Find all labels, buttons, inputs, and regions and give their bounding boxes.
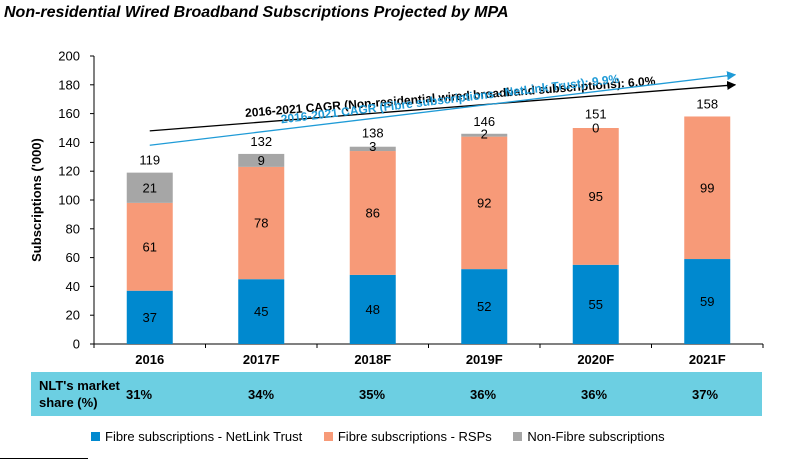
y-tick-label: 40 xyxy=(66,279,80,294)
x-tick-label: 2020F xyxy=(577,352,614,367)
bar-segment xyxy=(349,146,396,152)
cagr-arrow xyxy=(149,80,737,132)
segment-label: 9 xyxy=(258,153,265,168)
total-label: 158 xyxy=(696,96,718,111)
y-tick-label: 0 xyxy=(73,337,80,352)
bar-segment xyxy=(238,279,285,344)
segment-label: 3 xyxy=(369,139,376,154)
y-tick-label: 180 xyxy=(58,77,80,92)
x-tick-label: 2017F xyxy=(243,352,280,367)
y-tick-label: 60 xyxy=(66,250,80,265)
total-label: 119 xyxy=(139,153,160,168)
legend-label: Fibre subscriptions - NetLink Trust xyxy=(105,429,303,444)
legend-item: Fibre subscriptions - NetLink Trust xyxy=(91,429,302,444)
y-tick-label: 100 xyxy=(58,193,80,208)
segment-label: 95 xyxy=(589,189,603,204)
bar-segment xyxy=(238,166,285,280)
bar-segment xyxy=(684,116,731,260)
segment-label: 99 xyxy=(700,180,714,195)
segment-label: 52 xyxy=(477,299,491,314)
bar-segment xyxy=(461,133,508,137)
bar-segment xyxy=(684,259,731,344)
total-label: 138 xyxy=(362,125,384,140)
legend: Fibre subscriptions - NetLink Trust Fibr… xyxy=(91,429,683,444)
segment-label: 55 xyxy=(589,297,603,312)
y-tick-label: 160 xyxy=(58,106,80,121)
segment-label: 48 xyxy=(366,302,380,317)
total-label: 146 xyxy=(473,114,495,129)
market-share-label: NLT's market share (%) xyxy=(39,378,120,410)
bar-segment xyxy=(126,290,173,344)
segment-label: 2 xyxy=(481,126,488,141)
y-tick-label: 140 xyxy=(58,135,80,150)
x-tick-label: 2019F xyxy=(466,352,503,367)
total-label: 151 xyxy=(585,107,607,122)
y-axis-label: Subscriptions ('000) xyxy=(29,138,44,262)
chart-title: Non-residential Wired Broadband Subscrip… xyxy=(4,4,509,21)
market-share-value: 34% xyxy=(247,387,275,402)
segment-label: 92 xyxy=(477,195,491,210)
y-tick-label: 20 xyxy=(66,308,80,323)
market-share-value: 31% xyxy=(125,387,153,402)
legend-swatch xyxy=(91,432,100,441)
x-tick-label: 2021F xyxy=(689,352,726,367)
segment-label: 37 xyxy=(143,310,157,325)
y-tick-label: 200 xyxy=(58,49,80,64)
segment-label: 21 xyxy=(143,180,157,195)
segment-label: 61 xyxy=(143,239,157,254)
total-label: 132 xyxy=(250,134,272,149)
bar-segment xyxy=(572,264,619,344)
bar-segment xyxy=(349,274,396,344)
cagr-arrow xyxy=(149,71,737,146)
bar-segment xyxy=(238,153,285,167)
legend-item: Non-Fibre subscriptions xyxy=(513,429,665,444)
segment-label: 59 xyxy=(700,294,714,309)
segment-label: 86 xyxy=(366,205,380,220)
bar-segment xyxy=(461,136,508,270)
bar-segment xyxy=(126,202,173,291)
market-share-value: 37% xyxy=(691,387,719,402)
segment-label: 45 xyxy=(254,304,268,319)
legend-item: Fibre subscriptions - RSPs xyxy=(323,429,492,444)
x-tick-label: 2016 xyxy=(135,352,164,367)
bar-segment xyxy=(572,128,619,265)
bar-segment xyxy=(126,172,173,203)
market-share-band: NLT's market share (%) 31% 34% 35% 36% 3… xyxy=(31,372,762,416)
legend-swatch xyxy=(323,432,333,441)
legend-label: Non-Fibre subscriptions xyxy=(527,429,665,444)
segment-label: 78 xyxy=(254,216,268,231)
y-tick-label: 120 xyxy=(58,164,80,179)
bar-segment xyxy=(349,151,396,275)
market-share-value: 36% xyxy=(580,387,608,402)
footnote-rule xyxy=(0,458,88,459)
legend-label: Fibre subscriptions - RSPs xyxy=(337,429,492,444)
legend-swatch xyxy=(513,432,523,441)
market-share-value: 36% xyxy=(469,387,497,402)
y-tick-label: 80 xyxy=(66,221,80,236)
segment-label: 0 xyxy=(592,121,599,136)
market-share-value: 35% xyxy=(358,387,386,402)
x-tick-label: 2018F xyxy=(354,352,391,367)
bar-segment xyxy=(461,269,508,344)
